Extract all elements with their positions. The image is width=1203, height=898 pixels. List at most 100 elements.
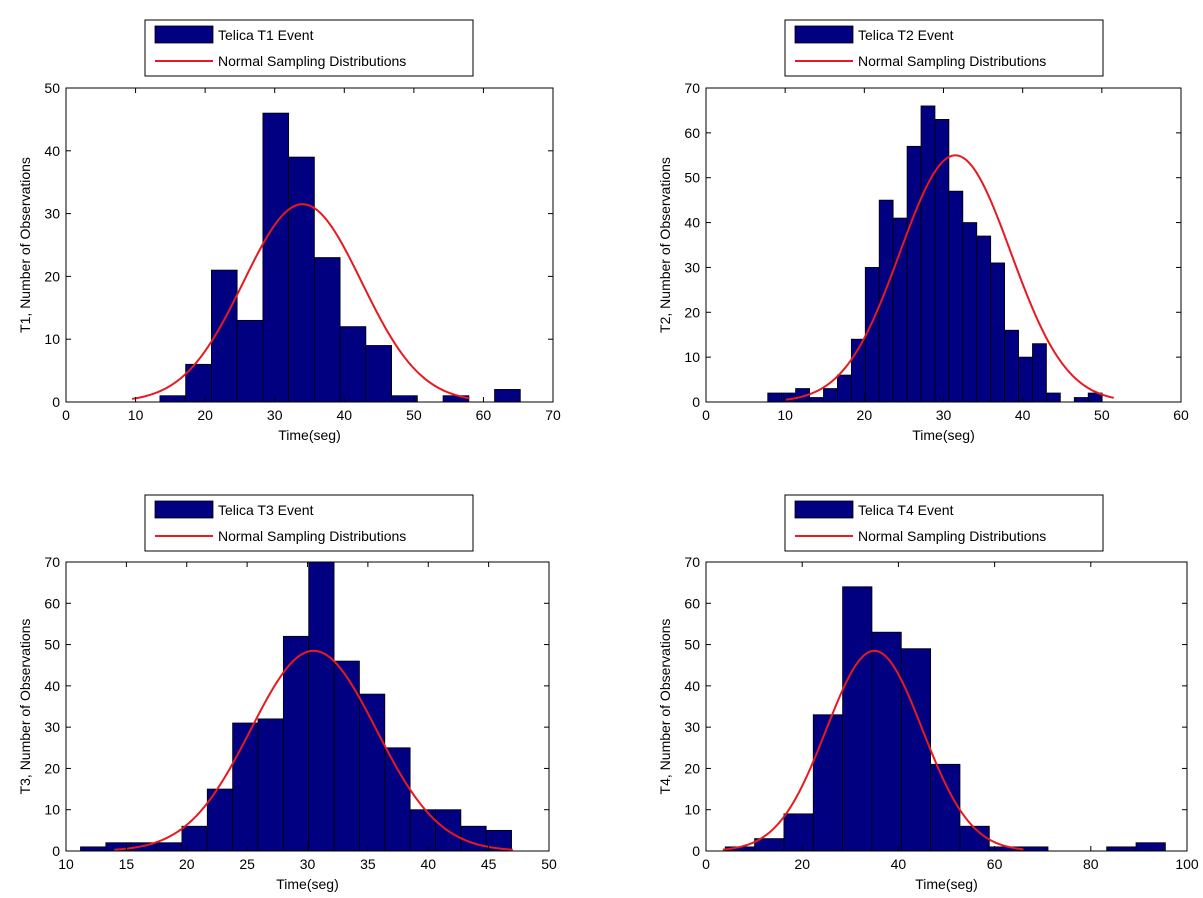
histogram-bar xyxy=(809,397,824,403)
y-tick-label: 0 xyxy=(692,394,700,410)
subplot-4: 0 20 40 60 80 100 0 10 20 30 40 50 60 70 Time(seg) T4, … xyxy=(657,494,1199,892)
x-axis-label: Time(seg) xyxy=(915,876,978,892)
histogram-bar xyxy=(783,813,814,852)
histogram-bar xyxy=(864,267,880,403)
x-tick-label: 50 xyxy=(1094,407,1110,423)
histogram-bar xyxy=(365,345,392,403)
histogram-bar xyxy=(288,156,315,403)
x-tick-label: 100 xyxy=(1175,856,1199,872)
y-tick-label: 40 xyxy=(684,215,700,231)
histogram-bar xyxy=(812,714,844,852)
x-tick-label: 25 xyxy=(239,856,255,872)
x-tick-label: 0 xyxy=(702,856,710,872)
y-tick-label: 10 xyxy=(684,349,700,365)
legend-label-curve: Normal Sampling Distributions xyxy=(858,528,1046,544)
y-tick-label: 50 xyxy=(684,170,700,186)
histogram-bar xyxy=(1032,343,1047,403)
legend-label-curve: Normal Sampling Distributions xyxy=(858,53,1046,69)
x-tick-label: 60 xyxy=(476,407,492,423)
histogram-bar xyxy=(232,722,259,852)
histogram-bar xyxy=(384,747,411,852)
y-tick-label: 10 xyxy=(44,802,60,818)
y-tick-label: 40 xyxy=(44,678,60,694)
subplot-1: 0 10 20 30 40 50 60 70 0 10 20 30 40 50 Time(seg) T1, N… xyxy=(17,19,561,443)
x-tick-label: 40 xyxy=(336,407,352,423)
histogram-bar xyxy=(959,825,990,852)
legend-swatch-histogram xyxy=(794,25,854,44)
histogram-bar xyxy=(837,374,852,403)
legend-label-histogram: Telica T4 Event xyxy=(858,502,954,518)
histogram-bar xyxy=(892,217,908,403)
legend-swatch-histogram xyxy=(154,500,214,519)
histogram-bar xyxy=(871,631,902,852)
y-tick-label: 0 xyxy=(52,843,60,859)
y-tick-label: 0 xyxy=(692,843,700,859)
histogram-bar xyxy=(313,257,341,403)
x-tick-label: 0 xyxy=(62,407,70,423)
histogram-bar xyxy=(900,648,932,852)
histogram-bar xyxy=(1073,397,1089,403)
x-tick-label: 20 xyxy=(794,856,810,872)
legend: Telica T3 Event Normal Sampling Distribut… xyxy=(144,494,474,552)
y-tick-label: 60 xyxy=(684,125,700,141)
axes-box xyxy=(65,87,554,403)
normal-curve xyxy=(785,154,1114,401)
y-tick-label: 10 xyxy=(684,802,700,818)
histogram-bar xyxy=(1046,392,1061,403)
histogram-bar xyxy=(159,395,187,403)
x-tick-label: 20 xyxy=(857,407,873,423)
histogram-bar xyxy=(80,846,107,852)
histogram-bar xyxy=(460,825,487,852)
legend-label-curve: Normal Sampling Distributions xyxy=(218,53,406,69)
x-tick-label: 60 xyxy=(1173,407,1189,423)
x-axis-label: Time(seg) xyxy=(276,876,339,892)
x-axis-label: Time(seg) xyxy=(278,427,341,443)
legend: Telica T4 Event Normal Sampling Distribut… xyxy=(784,494,1104,552)
x-tick-label: 30 xyxy=(300,856,316,872)
y-tick-label: 50 xyxy=(44,80,60,96)
histogram-bar xyxy=(1135,842,1166,852)
y-tick-label: 30 xyxy=(684,259,700,275)
legend-label-histogram: Telica T3 Event xyxy=(218,502,314,518)
x-tick-label: 60 xyxy=(987,856,1003,872)
histogram-bar xyxy=(181,825,208,852)
y-axis-label: T2, Number of Observations xyxy=(657,157,673,333)
y-tick-label: 60 xyxy=(684,595,700,611)
x-tick-label: 20 xyxy=(197,407,213,423)
y-axis-label: T4, Number of Observations xyxy=(657,619,673,795)
x-tick-label: 40 xyxy=(891,856,907,872)
x-tick-label: 35 xyxy=(360,856,376,872)
x-tick-label: 15 xyxy=(119,856,135,872)
y-tick-label: 30 xyxy=(684,719,700,735)
histogram-bar xyxy=(206,788,234,852)
subplot-3: 10 15 20 25 30 35 40 45 50010203040506070Time(se… xyxy=(17,494,557,892)
legend-label-histogram: Telica T1 Event xyxy=(218,27,314,43)
y-tick-label: 70 xyxy=(684,80,700,96)
normal-curve xyxy=(114,649,513,851)
histogram-bar xyxy=(494,389,521,403)
histogram-bar xyxy=(339,326,367,403)
x-tick-label: 40 xyxy=(420,856,436,872)
legend-swatch-histogram xyxy=(154,25,214,44)
y-tick-label: 40 xyxy=(684,678,700,694)
y-axis-label: T3, Number of Observations xyxy=(17,619,33,795)
x-tick-label: 50 xyxy=(541,856,557,872)
histogram-bar xyxy=(962,222,978,403)
y-tick-label: 0 xyxy=(52,394,60,410)
histogram-bar xyxy=(359,693,386,852)
histogram-bar xyxy=(976,235,992,403)
y-tick-label: 20 xyxy=(44,268,60,284)
histogram-bar xyxy=(948,190,964,403)
x-tick-label: 50 xyxy=(406,407,422,423)
histogram-bar xyxy=(1106,846,1137,852)
y-tick-label: 20 xyxy=(684,304,700,320)
y-axis-label: T1, Number of Observations xyxy=(17,157,33,333)
x-tick-label: 10 xyxy=(58,856,74,872)
y-tick-label: 60 xyxy=(44,595,60,611)
histogram-bar xyxy=(930,763,961,852)
histogram-bar xyxy=(767,392,783,403)
histogram-bar xyxy=(906,145,922,403)
y-tick-label: 70 xyxy=(684,554,700,570)
histogram-bar xyxy=(308,561,335,852)
